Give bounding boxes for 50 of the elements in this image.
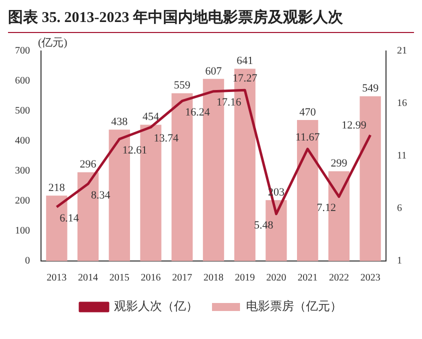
y2-tick-label: 1 bbox=[397, 256, 402, 267]
y-tick-label: 200 bbox=[15, 196, 30, 207]
data-label: 17.16 bbox=[216, 96, 242, 109]
x-tick-label: 2017 bbox=[172, 272, 192, 284]
y2-tick-label: 11 bbox=[397, 150, 407, 162]
y-tick-label: 400 bbox=[15, 136, 30, 147]
data-label: 12.99 bbox=[342, 119, 367, 132]
data-label: 6.14 bbox=[60, 212, 80, 224]
x-tick-label: 2022 bbox=[328, 272, 349, 284]
data-label: 470 bbox=[299, 106, 316, 118]
data-label: 299 bbox=[330, 158, 348, 170]
legend-label: 观影人次（亿） bbox=[114, 299, 198, 314]
data-label: 641 bbox=[236, 55, 254, 68]
x-tick-label: 2020 bbox=[266, 272, 286, 284]
y2-tick-label: 6 bbox=[397, 203, 402, 214]
x-tick-label: 2019 bbox=[234, 272, 255, 284]
x-tick-label: 2015 bbox=[109, 272, 130, 284]
y-tick-label: 0 bbox=[25, 256, 30, 267]
legend-label: 电影票房（亿元） bbox=[246, 299, 342, 314]
bar bbox=[297, 120, 318, 261]
data-label: 438 bbox=[111, 116, 128, 128]
y-tick-label: 500 bbox=[15, 106, 30, 117]
data-label: 559 bbox=[174, 80, 191, 92]
chart-title: 图表 35. 2013-2023 年中国内地电影票房及观影人次 bbox=[8, 8, 414, 33]
data-label: 8.34 bbox=[91, 189, 111, 202]
data-label: 549 bbox=[362, 82, 380, 95]
data-label: 7.12 bbox=[316, 202, 336, 214]
data-label: 454 bbox=[142, 111, 160, 124]
data-label: 296 bbox=[80, 158, 97, 171]
y2-tick-label: 21 bbox=[397, 46, 407, 57]
data-label: 607 bbox=[205, 65, 222, 78]
y-tick-label: 300 bbox=[15, 166, 30, 177]
data-label: 12.61 bbox=[122, 144, 148, 156]
data-label: 218 bbox=[48, 182, 66, 194]
data-label: 5.48 bbox=[254, 219, 274, 232]
x-tick-label: 2018 bbox=[204, 272, 224, 284]
x-tick-label: 2021 bbox=[298, 272, 318, 284]
y2-tick-label: 16 bbox=[397, 98, 407, 110]
data-label: 11.67 bbox=[295, 131, 320, 144]
y-tick-label: 100 bbox=[15, 226, 30, 237]
data-label: 16.24 bbox=[185, 106, 210, 118]
y-axis-title: (亿元) bbox=[38, 36, 68, 50]
y-tick-label: 600 bbox=[15, 76, 30, 87]
x-tick-label: 2023 bbox=[360, 272, 380, 284]
data-label: 13.74 bbox=[154, 132, 180, 145]
x-tick-label: 2016 bbox=[140, 272, 161, 284]
y-tick-label: 700 bbox=[15, 46, 30, 57]
data-label: 17.27 bbox=[232, 72, 258, 85]
x-tick-label: 2014 bbox=[78, 272, 98, 284]
x-tick-label: 2013 bbox=[46, 272, 67, 284]
